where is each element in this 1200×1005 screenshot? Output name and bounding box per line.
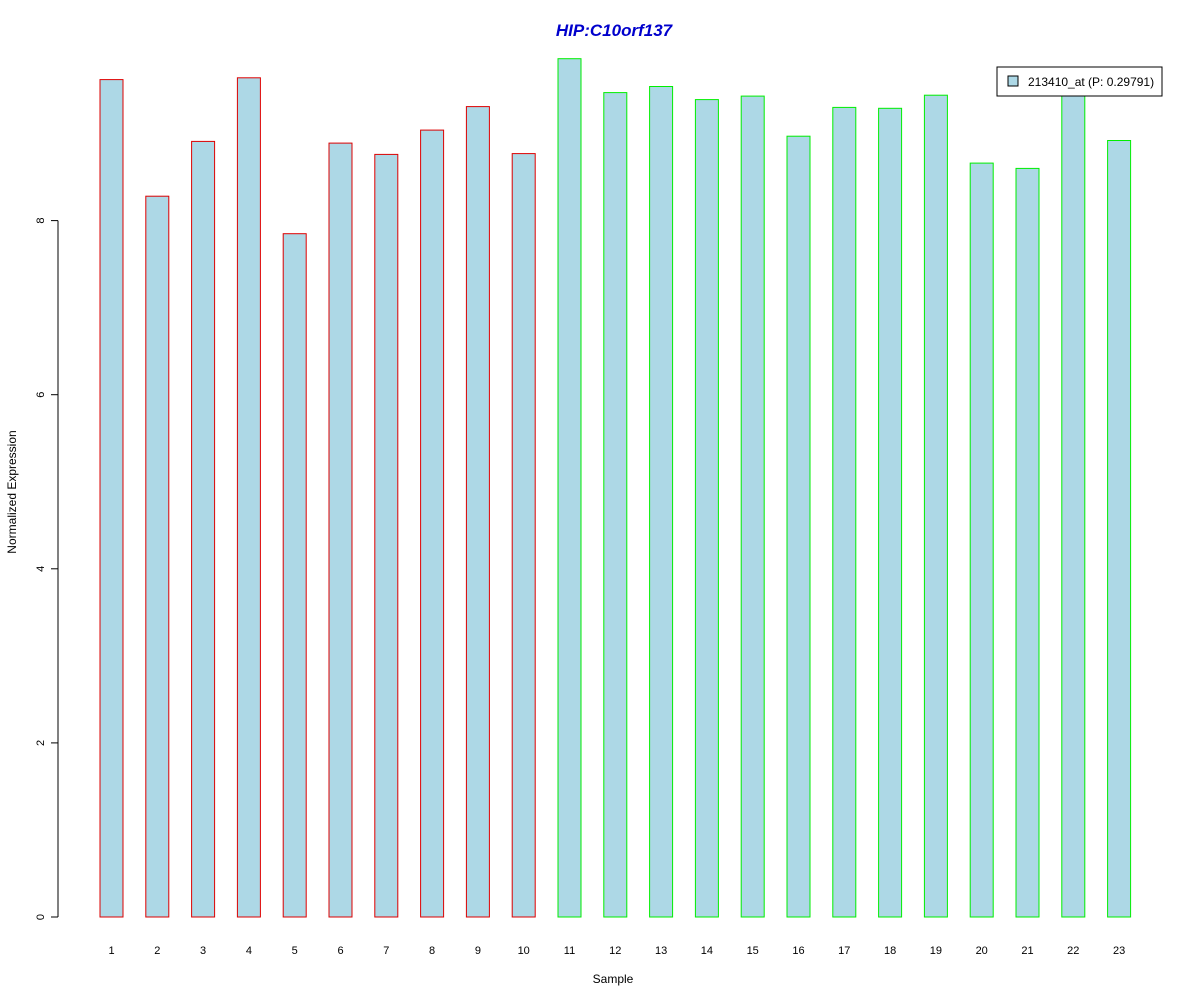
bar-sample-11: [557, 58, 582, 918]
x-tick-label: 9: [475, 945, 481, 957]
x-tick-label: 19: [930, 945, 942, 957]
x-tick-label: 6: [337, 945, 343, 957]
bar-sample-20: [969, 162, 994, 918]
bar-sample-7: [374, 153, 399, 918]
bar-sample-13: [649, 86, 674, 918]
bar-sample-16: [786, 135, 811, 918]
x-tick-label: 1: [108, 945, 114, 957]
x-tick-label: 21: [1021, 945, 1033, 957]
bar-sample-2: [145, 195, 170, 918]
bar-sample-5: [282, 233, 307, 918]
chart-title: HIP:C10orf137: [556, 21, 674, 40]
x-tick-label: 10: [518, 945, 530, 957]
x-tick-label: 14: [701, 945, 713, 957]
y-axis-label: Normalized Expression: [5, 430, 19, 553]
legend-entry-label: 213410_at (P: 0.29791): [1028, 75, 1154, 89]
x-tick-label: 3: [200, 945, 206, 957]
bar-sample-23: [1107, 140, 1132, 918]
bar-sample-14: [694, 99, 719, 918]
x-tick-label: 17: [838, 945, 850, 957]
y-tick-label: 0: [35, 914, 47, 920]
bar-sample-1: [99, 79, 124, 918]
x-tick-label: 22: [1067, 945, 1079, 957]
x-tick-label: 20: [976, 945, 988, 957]
y-tick-label: 6: [35, 392, 47, 398]
bar-sample-17: [832, 106, 857, 918]
bar-sample-15: [740, 95, 765, 918]
bars-group: [99, 58, 1132, 918]
x-tick-label: 16: [792, 945, 804, 957]
bar-sample-4: [236, 77, 261, 918]
bar-sample-9: [465, 106, 490, 918]
x-tick-label: 2: [154, 945, 160, 957]
x-tick-label: 8: [429, 945, 435, 957]
y-tick-label: 8: [35, 218, 47, 224]
x-tick-labels: 1 2 3 4 5 6 7 8 9 10 11 12 13 14 15 16 17 18 19 20 21 22 23: [108, 945, 1125, 957]
x-tick-label: 5: [292, 945, 298, 957]
bar-sample-12: [603, 92, 628, 918]
x-tick-label: 7: [383, 945, 389, 957]
bar-sample-18: [878, 107, 903, 918]
x-tick-label: 12: [609, 945, 621, 957]
bar-sample-8: [420, 129, 445, 918]
bar-sample-22: [1061, 86, 1086, 918]
x-tick-label: 15: [747, 945, 759, 957]
x-tick-label: 23: [1113, 945, 1125, 957]
x-tick-label: 13: [655, 945, 667, 957]
legend: 213410_at (P: 0.29791): [996, 66, 1163, 97]
bar-sample-19: [923, 94, 948, 918]
x-tick-label: 4: [246, 945, 252, 957]
bar-sample-21: [1015, 167, 1040, 918]
x-tick-label: 11: [564, 945, 575, 957]
x-tick-label: 18: [884, 945, 896, 957]
x-axis-label: Sample: [593, 972, 634, 986]
legend-swatch: [1007, 75, 1019, 87]
legend-box: [996, 66, 1163, 97]
bar-sample-3: [191, 140, 216, 918]
y-tick-label: 4: [35, 566, 47, 572]
y-tick-label: 2: [35, 740, 47, 746]
bar-sample-10: [511, 153, 536, 918]
y-axis: 0 2 4 6 8: [35, 218, 59, 920]
bar-sample-6: [328, 142, 353, 918]
